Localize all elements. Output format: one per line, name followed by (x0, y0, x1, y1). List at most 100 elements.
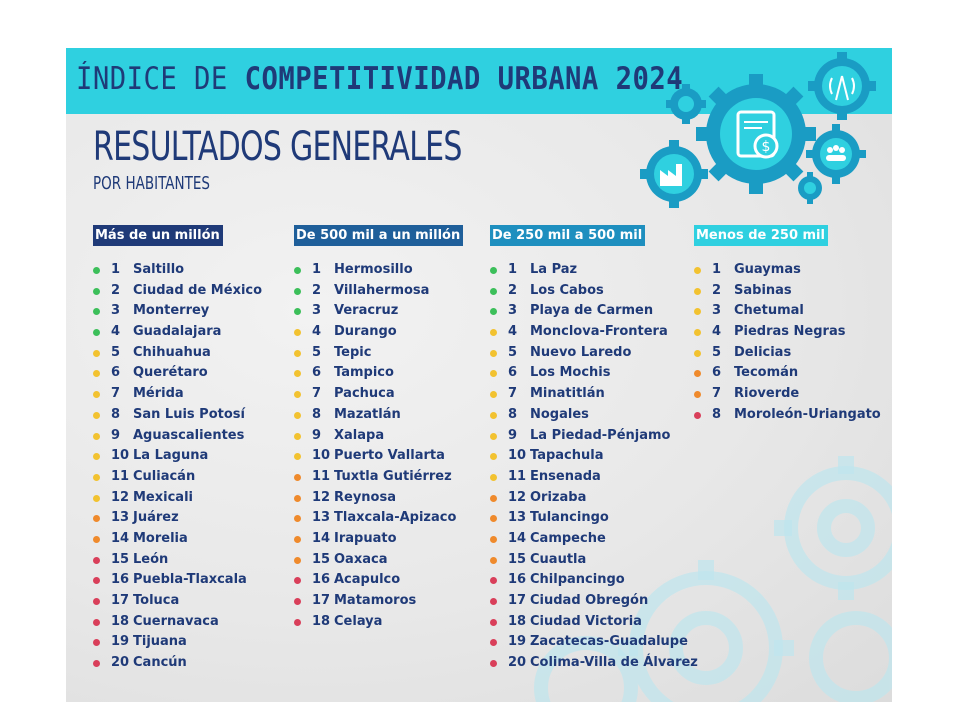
city-name: Tlaxcala-Apizaco (334, 510, 457, 526)
list-item: 7 Mérida (93, 384, 223, 405)
list-item: 11 Culiacán (93, 467, 223, 488)
banner-title: ÍNDICE DE COMPETITIVIDAD URBANA 2024 (76, 61, 683, 97)
city-name: Tijuana (133, 634, 187, 650)
city-name: Pachuca (334, 386, 395, 402)
list-item: 2 Villahermosa (294, 281, 463, 302)
status-dot-icon (694, 370, 701, 378)
city-name: Nogales (530, 406, 589, 422)
rank-number: 5 (712, 344, 722, 360)
rank-number: 4 (508, 324, 518, 340)
status-dot-icon (490, 287, 497, 295)
column-header: Menos de 250 mil (694, 225, 828, 246)
rank-number: 17 (111, 593, 130, 608)
list-item: 12 Mexicali (93, 488, 223, 509)
status-dot-icon (93, 453, 100, 461)
list-item: 8 Mazatlán (294, 405, 463, 426)
city-name: Tapachula (530, 448, 604, 464)
banner-title-prefix: ÍNDICE DE (76, 61, 245, 97)
rank-number: 8 (111, 406, 121, 422)
list-item: 8 San Luis Potosí (93, 405, 245, 426)
rank-number: 5 (111, 344, 121, 360)
status-dot-icon (93, 660, 100, 668)
status-dot-icon (294, 411, 301, 419)
status-dot-icon (93, 535, 100, 543)
rank-number: 6 (508, 365, 518, 381)
status-dot-icon (93, 432, 100, 440)
rank-number: 9 (312, 427, 322, 443)
ranking-column: Más de un millón 1 Saltillo 2 Ciudad de Méxi… (93, 224, 262, 674)
rank-number: 18 (312, 613, 331, 629)
city-name: Acapulco (334, 572, 401, 588)
list-item: 9 Xalapa (294, 426, 463, 447)
city-name: Mazatlán (334, 406, 401, 422)
rank-number: 20 (508, 655, 527, 671)
city-name: Toluca (133, 593, 180, 608)
status-dot-icon (294, 577, 301, 585)
city-name: Chihuahua (133, 344, 211, 360)
status-dot-icon (694, 391, 701, 399)
ranking-list: 1 Saltillo 2 Ciudad de México 3 Monterrey 4 Gua… (93, 260, 262, 674)
rank-number: 19 (508, 634, 527, 650)
rank-number: 10 (508, 448, 527, 464)
status-dot-icon (294, 287, 301, 295)
status-dot-icon (694, 349, 701, 357)
rank-number: 5 (508, 344, 518, 360)
list-item: 13 Tulancingo (490, 508, 645, 529)
rank-number: 1 (312, 262, 322, 277)
rank-number: 16 (111, 572, 130, 588)
rank-number: 15 (312, 551, 331, 567)
city-name: San Luis Potosí (133, 406, 245, 422)
city-name: Colima-Villa de Álvarez (530, 655, 698, 671)
list-item: 2 Los Cabos (490, 281, 645, 302)
list-item: 16 Acapulco (294, 570, 463, 591)
ranking-column: Menos de 250 mil 1 Guaymas 2 Sabinas 3 Chetuma… (694, 224, 881, 426)
list-item: 17 Toluca (93, 591, 223, 612)
city-name: La Laguna (133, 448, 209, 464)
rank-number: 4 (712, 324, 722, 340)
gear-cluster-icon: $ (640, 52, 876, 208)
city-name: Guaymas (734, 262, 801, 277)
list-item: 6 Tampico (294, 363, 463, 384)
city-name: Piedras Negras (734, 324, 846, 340)
status-dot-icon (93, 370, 100, 378)
rank-number: 8 (508, 406, 518, 422)
city-name: Chetumal (734, 303, 804, 319)
list-item: 10 La Laguna (93, 446, 223, 467)
city-name: Los Cabos (530, 282, 604, 298)
rank-number: 10 (312, 448, 331, 464)
rank-number: 8 (712, 406, 722, 422)
status-dot-icon (294, 349, 301, 357)
rank-number: 16 (508, 572, 527, 588)
list-item: 3 Playa de Carmen (490, 301, 653, 322)
list-item: 20 Colima-Villa de Álvarez (490, 653, 698, 674)
list-item: 18 Ciudad Victoria (490, 612, 645, 633)
list-item: 10 Tapachula (490, 446, 645, 467)
list-item: 14 Irapuato (294, 529, 463, 550)
rank-number: 4 (312, 324, 322, 340)
rank-number: 14 (111, 530, 130, 546)
rank-number: 11 (312, 468, 331, 484)
list-item: 8 Moroleón-Uriangato (694, 405, 881, 426)
rank-number: 12 (508, 489, 527, 505)
city-name: Cancún (133, 655, 187, 671)
city-name: Zacatecas-Guadalupe (530, 634, 688, 650)
list-item: 7 Minatitlán (490, 384, 645, 405)
rank-number: 6 (111, 365, 121, 381)
list-item: 6 Los Mochis (490, 363, 645, 384)
list-item: 5 Tepic (294, 343, 463, 364)
status-dot-icon (93, 577, 100, 585)
status-dot-icon (490, 391, 497, 399)
status-dot-icon (294, 453, 301, 461)
status-dot-icon (294, 473, 301, 481)
rank-number: 13 (508, 510, 527, 526)
status-dot-icon (490, 535, 497, 543)
city-name: Morelia (133, 530, 188, 546)
city-name: Monterrey (133, 303, 210, 319)
status-dot-icon (294, 598, 301, 605)
status-dot-icon (294, 391, 301, 399)
status-dot-icon (294, 370, 301, 378)
city-name: Durango (334, 324, 397, 340)
list-item: 10 Puerto Vallarta (294, 446, 463, 467)
status-dot-icon (490, 494, 497, 502)
list-item: 15 Oaxaca (294, 550, 463, 571)
